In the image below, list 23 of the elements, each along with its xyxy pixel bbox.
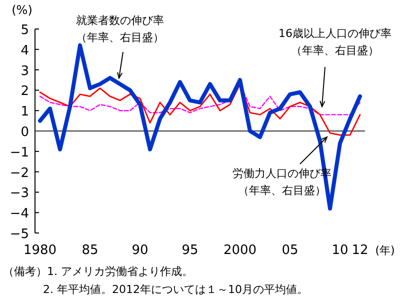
xtick: 90	[132, 243, 148, 258]
ytick: 3	[20, 64, 29, 79]
xtick: 05	[282, 243, 298, 258]
ytick: −5	[10, 227, 29, 242]
ytick: −4	[10, 206, 29, 222]
ytick: 1	[20, 104, 29, 120]
xtick: 95	[182, 243, 198, 258]
ytick: −1	[10, 145, 29, 160]
ytick: 4	[20, 43, 29, 58]
xtick: 10	[332, 243, 348, 258]
ytick: 0	[20, 125, 29, 140]
xtick: 12	[352, 243, 368, 258]
ytick: 2	[20, 84, 29, 100]
ytick: 5	[20, 23, 29, 38]
xtick: 1980	[23, 243, 57, 258]
xlabel: (年)	[375, 244, 395, 257]
ytick: −2	[10, 166, 29, 181]
xtick: 2000	[223, 243, 257, 258]
annotation: 就業者数の伸び率（年率、右目盛）	[76, 14, 164, 44]
xtick: 85	[82, 243, 98, 258]
ylabel: (%)	[12, 3, 32, 17]
annotation: 16歳以上人口の伸び率（年率、右目盛）	[278, 27, 392, 57]
ytick: −3	[10, 186, 29, 202]
